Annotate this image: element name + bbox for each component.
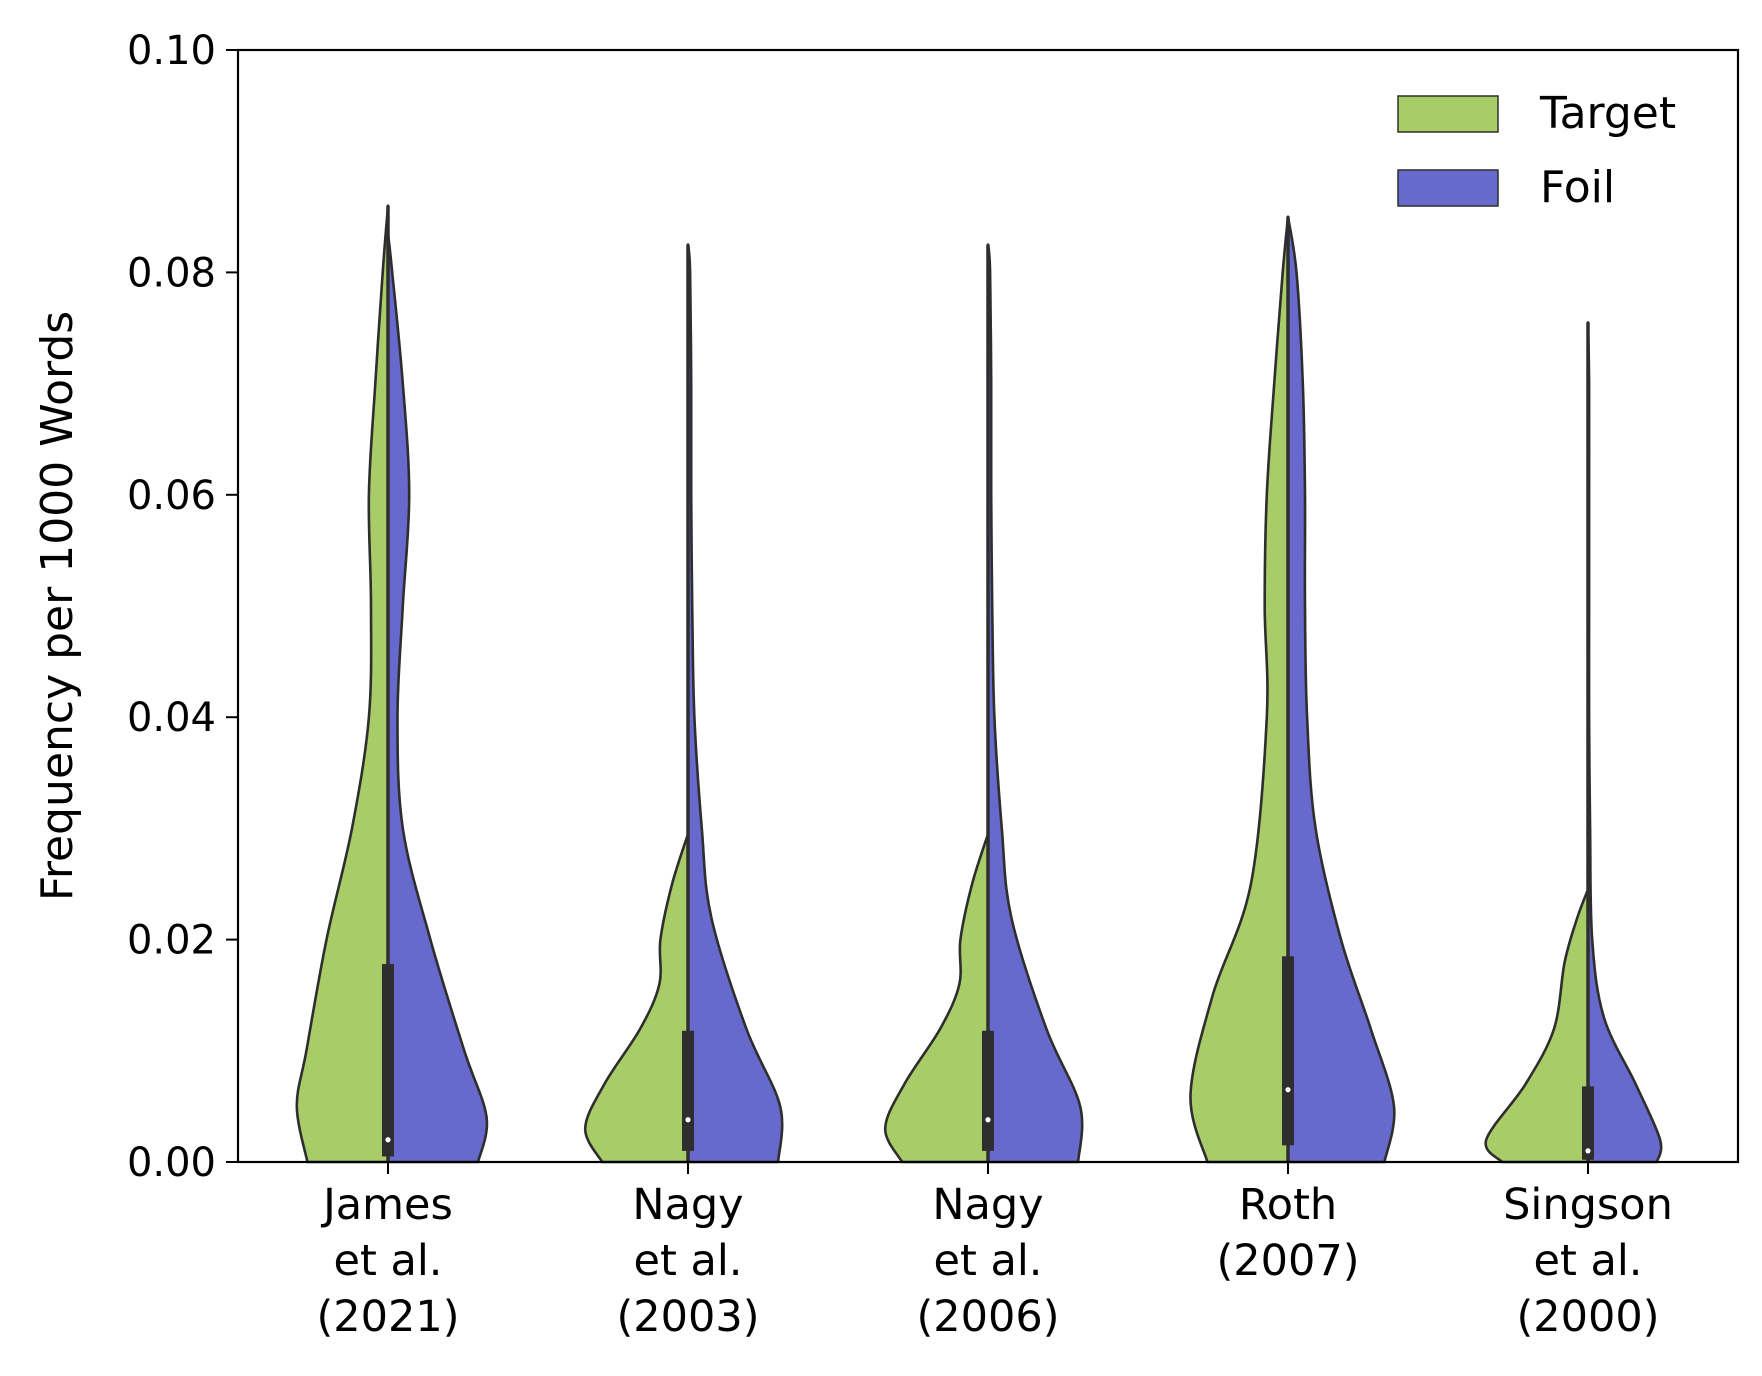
- x-tick-label-1-0: Nagy: [632, 1180, 743, 1230]
- y-axis: 0.00 0.02 0.04 0.06 0.08 0.10: [127, 28, 238, 1186]
- y-axis-label: Frequency per 1000 Words: [32, 311, 83, 901]
- violin-target-4: [1484, 888, 1590, 1164]
- x-tick-label-0-1: et al.: [334, 1236, 443, 1286]
- violin-foil-4: [1586, 321, 1663, 1164]
- x-tick-label-4-1: et al.: [1534, 1236, 1643, 1286]
- y-tick-label-4: 0.08: [127, 250, 216, 296]
- iqr-box-1: [682, 1030, 694, 1151]
- x-tick-label-0-0: James: [320, 1180, 453, 1230]
- iqr-box-0: [382, 964, 394, 1157]
- x-tick-label-3-0: Roth: [1239, 1180, 1337, 1230]
- violin-target-2: [883, 832, 990, 1164]
- legend-label-foil: Foil: [1540, 162, 1615, 213]
- x-tick-label-3-1: (2007): [1217, 1236, 1360, 1286]
- iqr-box-3: [1282, 956, 1294, 1146]
- median-dot-1: [685, 1117, 691, 1123]
- boxplots-layer: [382, 205, 1594, 1162]
- x-tick-label-1-1: et al.: [634, 1236, 743, 1286]
- violin-foil-0: [386, 232, 489, 1164]
- x-tick-label-1-2: (2003): [617, 1292, 760, 1342]
- violin-foil-3: [1286, 215, 1396, 1164]
- x-tick-label-4-0: Singson: [1503, 1180, 1673, 1230]
- violin-target-0: [295, 204, 390, 1164]
- y-tick-label-2: 0.04: [127, 695, 216, 741]
- y-tick-label-1: 0.02: [127, 918, 216, 964]
- y-tick-label-0: 0.00: [127, 1140, 216, 1186]
- x-tick-label-2-1: et al.: [934, 1236, 1043, 1286]
- x-tick-label-0-2: (2021): [317, 1292, 460, 1342]
- iqr-box-4: [1582, 1086, 1594, 1160]
- legend-swatch-target: [1397, 95, 1499, 133]
- legend-label-target: Target: [1539, 88, 1676, 139]
- median-dot-2: [985, 1117, 991, 1123]
- y-tick-label-3: 0.06: [127, 473, 216, 519]
- x-tick-label-2-2: (2006): [917, 1292, 1060, 1342]
- violin-target-3: [1189, 215, 1290, 1164]
- violins-layer: [295, 204, 1663, 1164]
- violin-target-1: [583, 832, 690, 1164]
- violin-foil-2: [986, 243, 1084, 1164]
- median-dot-3: [1285, 1087, 1291, 1093]
- x-tick-label-4-2: (2000): [1517, 1292, 1660, 1342]
- x-tick-label-2-0: Nagy: [932, 1180, 1043, 1230]
- legend: Target Foil: [1397, 88, 1676, 213]
- median-dot-4: [1585, 1148, 1591, 1154]
- median-dot-0: [385, 1137, 391, 1143]
- violin-foil-1: [686, 243, 784, 1164]
- iqr-box-2: [982, 1030, 994, 1151]
- x-axis: James et al. (2021) Nagy et al. (2003) Nagy et …: [317, 1162, 1673, 1342]
- y-tick-label-5: 0.10: [127, 28, 216, 74]
- legend-swatch-foil: [1397, 169, 1499, 207]
